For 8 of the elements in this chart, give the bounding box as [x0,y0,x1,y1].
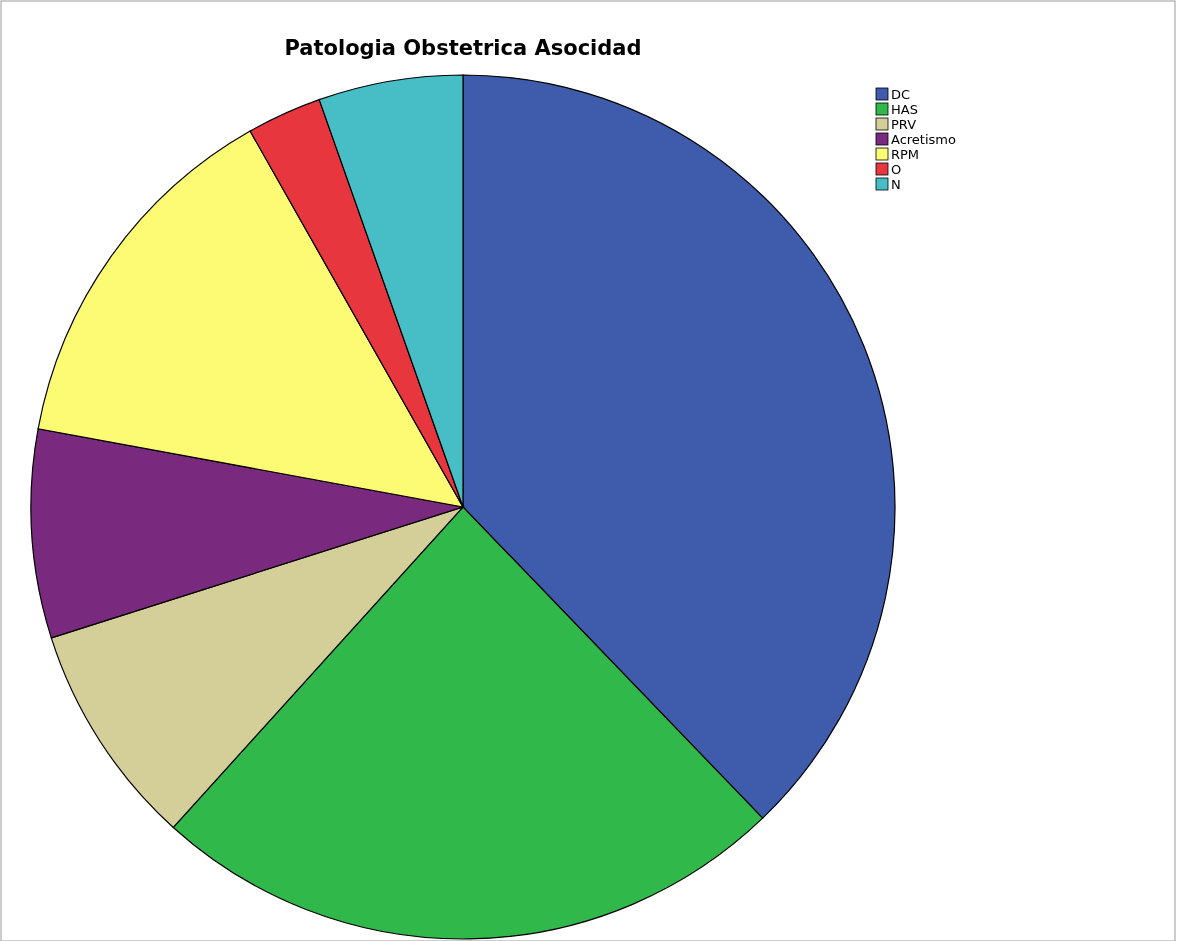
legend-label: N [891,177,901,192]
legend-label: O [891,162,902,177]
legend-label: Acretismo [891,132,957,147]
legend-label: PRV [891,117,917,132]
chart-title: Patologia Obstetrica Asocidad [284,36,642,60]
legend-label: RPM [891,147,920,162]
legend-label: HAS [891,102,918,117]
legend-label: DC [891,87,911,102]
